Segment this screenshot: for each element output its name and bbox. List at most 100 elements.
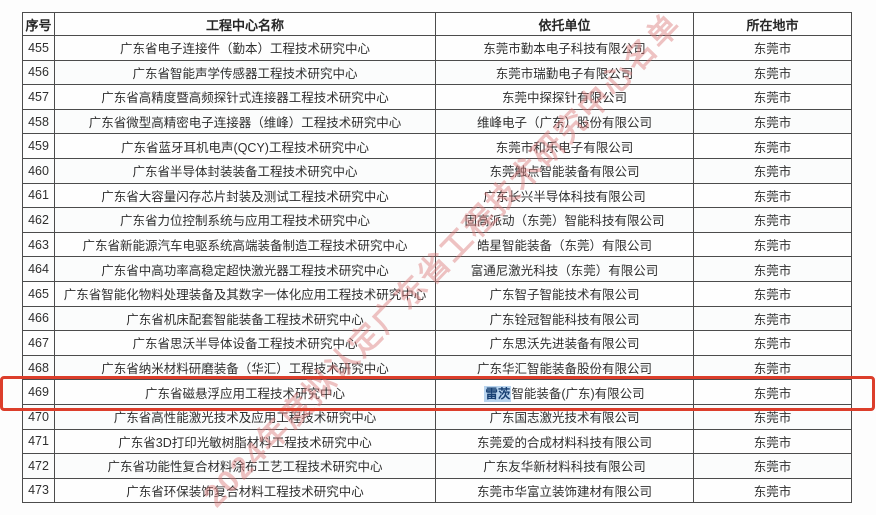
cell-supporting-org: 富通尼激光科技（东莞）有限公司 bbox=[435, 256, 694, 282]
cell-center-name: 广东省中高功率高稳定超快激光器工程技术研究中心 bbox=[54, 256, 436, 282]
table-row: 466 广东省机床配套智能装备工程技术研究中心 广东铨冠智能科技有限公司 东莞市 bbox=[22, 305, 852, 332]
header-no: 序号 bbox=[22, 12, 55, 36]
cell-city: 东莞市 bbox=[693, 35, 852, 61]
cell-city: 东莞市 bbox=[693, 231, 852, 258]
cell-no: 463 bbox=[22, 231, 55, 258]
cell-no: 467 bbox=[22, 330, 55, 356]
cell-supporting-org: 东莞市华富立装饰建材有限公司 bbox=[435, 477, 694, 504]
table-row: 460 广东省半导体封装装备工程技术研究中心 东莞触点智能装备有限公司 东莞市 bbox=[22, 157, 852, 184]
cell-city: 东莞市 bbox=[693, 84, 852, 110]
cell-city: 东莞市 bbox=[693, 403, 852, 430]
cell-no: 472 bbox=[22, 453, 55, 479]
table-row: 465 广东省智能化物料处理装备及其数字一体化应用工程技术研究中心 广东智子智能技术… bbox=[22, 280, 852, 307]
cell-supporting-org: 东莞市瑞勤电子有限公司 bbox=[435, 59, 694, 86]
table-row: 458 广东省微型高精密电子连接器（维峰）工程技术研究中心 维峰电子（广东）股份有限… bbox=[22, 108, 852, 135]
header-center-name: 工程中心名称 bbox=[54, 12, 436, 36]
cell-no: 468 bbox=[22, 354, 55, 381]
table-row: 463 广东省新能源汽车电驱系统高端装备制造工程技术研究中心 皓星智能装备（东莞）有… bbox=[22, 231, 852, 258]
cell-supporting-org: 东莞爱的合成材料科技有限公司 bbox=[435, 428, 694, 455]
header-supporting-org: 依托单位 bbox=[435, 12, 694, 36]
cell-center-name: 广东省环保装饰复合材料工程技术研究中心 bbox=[54, 477, 436, 504]
table-row: 468 广东省纳米材料研磨装备（华汇）工程技术研究中心 广东华汇智能装备股份有限公司… bbox=[22, 354, 852, 381]
table-row: 467 广东省思沃半导体设备工程技术研究中心 广东思沃先进装备有限公司 东莞市 bbox=[22, 330, 852, 356]
cell-no: 461 bbox=[22, 182, 55, 209]
table-row: 455 广东省电子连接件（勤本）工程技术研究中心 东莞市勤本电子科技有限公司 东莞市 bbox=[22, 35, 852, 61]
table-row: 456 广东省智能声学传感器工程技术研究中心 东莞市瑞勤电子有限公司 东莞市 bbox=[22, 59, 852, 86]
cell-no: 458 bbox=[22, 108, 55, 135]
cell-no: 455 bbox=[22, 35, 55, 61]
cell-no: 469 bbox=[22, 379, 55, 405]
table-row: 462 广东省力位控制系统与应用工程技术研究中心 固高派动（东莞）智能科技有限公司东… bbox=[22, 207, 852, 233]
table-header-row: 序号 工程中心名称 依托单位 所在地市 bbox=[22, 12, 852, 36]
cell-city: 东莞市 bbox=[693, 59, 852, 86]
cell-supporting-org: 东莞中探探针有限公司 bbox=[435, 84, 694, 110]
cell-city: 东莞市 bbox=[693, 477, 852, 504]
cell-city: 东莞市 bbox=[693, 428, 852, 455]
cell-no: 459 bbox=[22, 133, 55, 159]
table-row: 461 广东省大容量闪存芯片封装及测试工程技术研究中心 广东长兴半导体科技有限公司东… bbox=[22, 182, 852, 209]
research-center-table: 序号 工程中心名称 依托单位 所在地市 455 广东省电子连接件（勤本）工程技术研… bbox=[22, 12, 852, 504]
cell-center-name: 广东省思沃半导体设备工程技术研究中心 bbox=[54, 330, 436, 356]
cell-supporting-org: 固高派动（东莞）智能科技有限公司 bbox=[435, 207, 694, 233]
cell-center-name: 广东省新能源汽车电驱系统高端装备制造工程技术研究中心 bbox=[54, 231, 436, 258]
table-row: 471 广东省3D打印光敏树脂材料工程技术研究中心 东莞爱的合成材料科技有限公司 东莞… bbox=[22, 428, 852, 455]
cell-center-name: 广东省磁悬浮应用工程技术研究中心 bbox=[54, 379, 436, 405]
table-body: 455 广东省电子连接件（勤本）工程技术研究中心 东莞市勤本电子科技有限公司 东莞市 4… bbox=[22, 35, 852, 504]
cell-supporting-org: 广东铨冠智能科技有限公司 bbox=[435, 305, 694, 332]
cell-supporting-org: 广东国志激光技术有限公司 bbox=[435, 403, 694, 430]
table-row: 473 广东省环保装饰复合材料工程技术研究中心 东莞市华富立装饰建材有限公司 东莞市 bbox=[22, 477, 852, 504]
cell-no: 471 bbox=[22, 428, 55, 455]
table-row: 469 广东省磁悬浮应用工程技术研究中心 雷茨智能装备(广东)有限公司 东莞市 bbox=[22, 379, 852, 405]
cell-center-name: 广东省高性能激光技术及应用工程技术研究中心 bbox=[54, 403, 436, 430]
cell-city: 东莞市 bbox=[693, 453, 852, 479]
cell-city: 东莞市 bbox=[693, 354, 852, 381]
cell-supporting-org: 皓星智能装备（东莞）有限公司 bbox=[435, 231, 694, 258]
cell-center-name: 广东省功能性复合材料涂布工艺工程技术研究中心 bbox=[54, 453, 436, 479]
table-row: 459 广东省蓝牙耳机电声(QCY)工程技术研究中心 东莞市和乐电子有限公司 东莞市 bbox=[22, 133, 852, 159]
cell-center-name: 广东省3D打印光敏树脂材料工程技术研究中心 bbox=[54, 428, 436, 455]
cell-city: 东莞市 bbox=[693, 330, 852, 356]
cell-city: 东莞市 bbox=[693, 305, 852, 332]
cell-supporting-org: 东莞市和乐电子有限公司 bbox=[435, 133, 694, 159]
cell-no: 462 bbox=[22, 207, 55, 233]
cell-city: 东莞市 bbox=[693, 133, 852, 159]
cell-center-name: 广东省智能声学传感器工程技术研究中心 bbox=[54, 59, 436, 86]
cell-supporting-org: 雷茨智能装备(广东)有限公司 bbox=[435, 379, 694, 405]
cell-no: 464 bbox=[22, 256, 55, 282]
cell-no: 465 bbox=[22, 280, 55, 307]
cell-supporting-org: 广东智子智能技术有限公司 bbox=[435, 280, 694, 307]
cell-supporting-org: 维峰电子（广东）股份有限公司 bbox=[435, 108, 694, 135]
cell-center-name: 广东省智能化物料处理装备及其数字一体化应用工程技术研究中心 bbox=[54, 280, 436, 307]
table-row: 470 广东省高性能激光技术及应用工程技术研究中心 广东国志激光技术有限公司 东莞市 bbox=[22, 403, 852, 430]
table-row: 457 广东省高精度暨高频探针式连接器工程技术研究中心 东莞中探探针有限公司 东莞市 bbox=[22, 84, 852, 110]
cell-city: 东莞市 bbox=[693, 379, 852, 405]
cell-city: 东莞市 bbox=[693, 108, 852, 135]
cell-supporting-org: 东莞市勤本电子科技有限公司 bbox=[435, 35, 694, 61]
cell-center-name: 广东省半导体封装装备工程技术研究中心 bbox=[54, 157, 436, 184]
cell-center-name: 广东省微型高精密电子连接器（维峰）工程技术研究中心 bbox=[54, 108, 436, 135]
cell-center-name: 广东省大容量闪存芯片封装及测试工程技术研究中心 bbox=[54, 182, 436, 209]
cell-no: 457 bbox=[22, 84, 55, 110]
cell-supporting-org: 广东友华新材料科技有限公司 bbox=[435, 453, 694, 479]
cell-no: 470 bbox=[22, 403, 55, 430]
cell-city: 东莞市 bbox=[693, 280, 852, 307]
cell-supporting-org: 广东思沃先进装备有限公司 bbox=[435, 330, 694, 356]
cell-center-name: 广东省力位控制系统与应用工程技术研究中心 bbox=[54, 207, 436, 233]
cell-center-name: 广东省机床配套智能装备工程技术研究中心 bbox=[54, 305, 436, 332]
cell-no: 460 bbox=[22, 157, 55, 184]
cell-no: 466 bbox=[22, 305, 55, 332]
cell-center-name: 广东省电子连接件（勤本）工程技术研究中心 bbox=[54, 35, 436, 61]
cell-city: 东莞市 bbox=[693, 256, 852, 282]
table-row: 472 广东省功能性复合材料涂布工艺工程技术研究中心 广东友华新材料科技有限公司 东莞… bbox=[22, 453, 852, 479]
cell-city: 东莞市 bbox=[693, 157, 852, 184]
cell-center-name: 广东省蓝牙耳机电声(QCY)工程技术研究中心 bbox=[54, 133, 436, 159]
cell-city: 东莞市 bbox=[693, 207, 852, 233]
cell-supporting-org: 广东华汇智能装备股份有限公司 bbox=[435, 354, 694, 381]
cell-city: 东莞市 bbox=[693, 182, 852, 209]
table-row: 464 广东省中高功率高稳定超快激光器工程技术研究中心 富通尼激光科技（东莞）有限公… bbox=[22, 256, 852, 282]
cell-supporting-org: 东莞触点智能装备有限公司 bbox=[435, 157, 694, 184]
cell-supporting-org: 广东长兴半导体科技有限公司 bbox=[435, 182, 694, 209]
selected-text: 雷茨 bbox=[484, 385, 512, 402]
header-city: 所在地市 bbox=[693, 12, 852, 36]
cell-center-name: 广东省纳米材料研磨装备（华汇）工程技术研究中心 bbox=[54, 354, 436, 381]
